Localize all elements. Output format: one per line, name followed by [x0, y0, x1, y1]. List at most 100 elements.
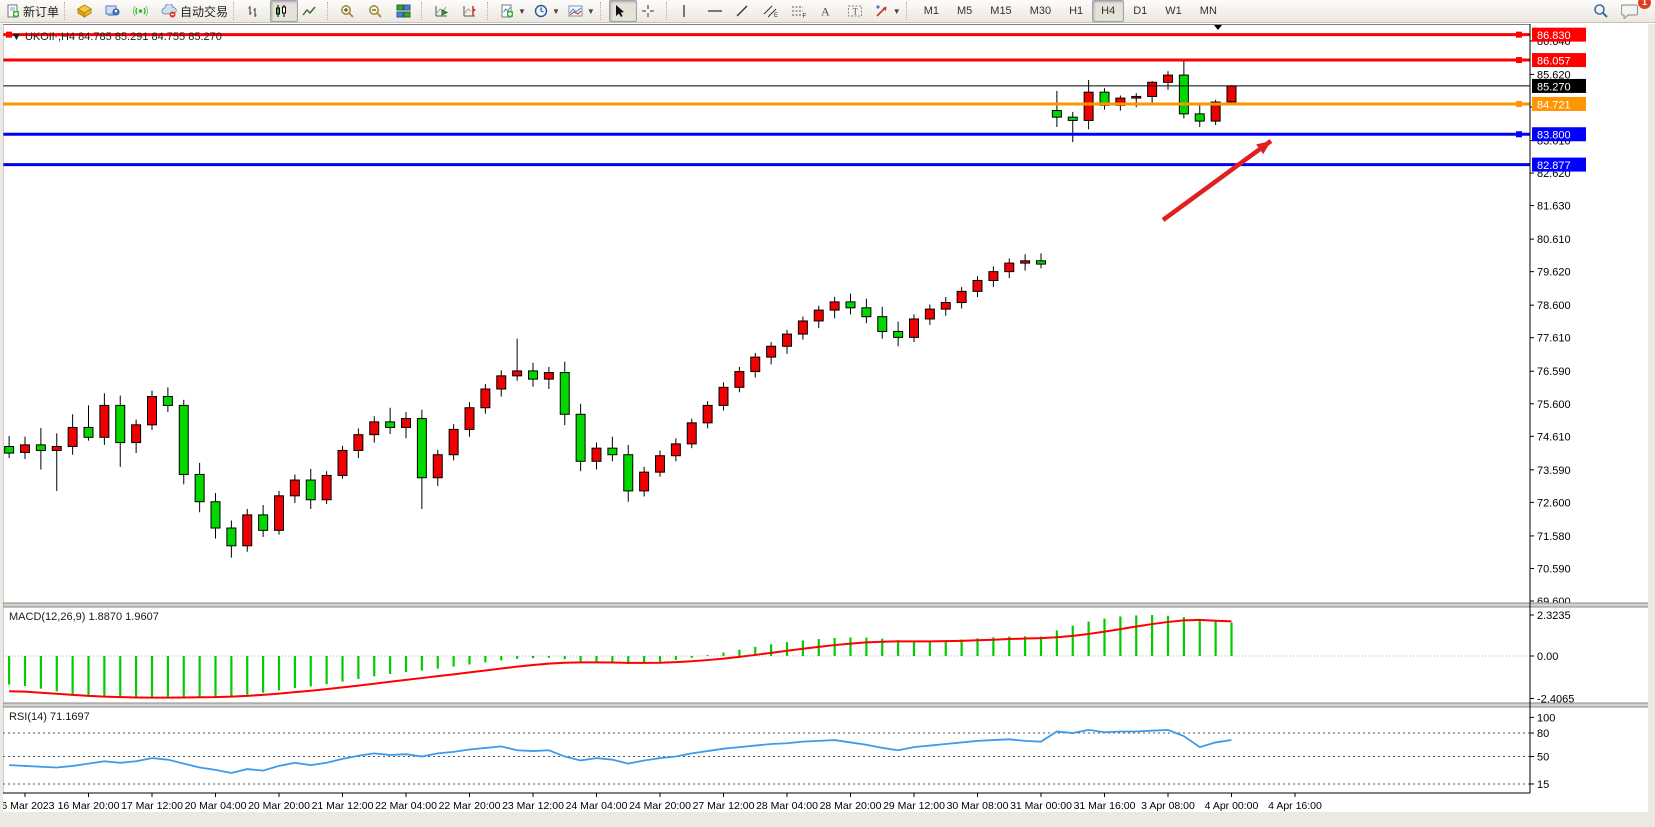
zoom-out-button[interactable] — [364, 0, 392, 22]
dropdown-arrow-icon[interactable]: ▼ — [518, 6, 526, 16]
candle-body-up — [972, 280, 983, 292]
tf-h4-button[interactable]: H4 — [1092, 0, 1125, 22]
tf-h1-button[interactable]: H1 — [1060, 0, 1092, 22]
support-line-1-right-handle[interactable] — [1516, 131, 1522, 138]
price-axis-label: 76.590 — [1537, 366, 1571, 378]
horizontal-line-button[interactable] — [703, 0, 731, 22]
add-indicator-button[interactable]: ▼ — [496, 0, 530, 22]
toolbar-group — [336, 0, 420, 22]
arrows-button[interactable]: ▼ — [871, 0, 905, 22]
zoom-in-button[interactable] — [336, 0, 364, 22]
macd-signal-line — [9, 618, 1232, 699]
candle-body-up — [99, 404, 110, 438]
signals-button[interactable] — [129, 0, 157, 22]
toolbar-group: M1 M5 M15 M30 H1 H4 D1 W1 MN — [915, 0, 1226, 22]
resistance-line-1-left-handle[interactable] — [6, 31, 12, 38]
toolbar: 新订单 自动交易 ▼ ▼ ▼ E F A T ▼ M1 M5 M15 M30 H1 H4 D1 W1 MN 1 — [0, 0, 1655, 23]
pivot-line-right-handle[interactable] — [1516, 100, 1522, 107]
tf-w1-button[interactable]: W1 — [1156, 0, 1191, 22]
candle-body-up — [797, 320, 808, 335]
auto-scroll-button[interactable] — [430, 0, 458, 22]
candle-body-up — [274, 495, 284, 531]
price-axis-label: 74.610 — [1537, 431, 1571, 443]
crosshair-button[interactable] — [637, 0, 665, 22]
candle-body-up — [512, 370, 523, 377]
cursor-icon — [613, 4, 626, 18]
time-axis-label: 20 Mar 04:00 — [185, 800, 247, 812]
price-axis-label: 72.600 — [1537, 497, 1571, 509]
label-button[interactable]: T — [843, 0, 871, 22]
panel-divider[interactable] — [3, 603, 1655, 607]
template-button[interactable]: ▼ — [564, 0, 599, 22]
gold-box-icon — [77, 4, 92, 18]
tf-m15-button[interactable]: M15 — [981, 0, 1020, 22]
search-button[interactable] — [1589, 0, 1617, 22]
support-line-2-price-label: 82.877 — [1537, 160, 1571, 172]
toolbar-group: ▼ ▼ ▼ — [496, 0, 599, 22]
toolbar-separator — [233, 2, 241, 20]
tf-d1-button[interactable]: D1 — [1124, 0, 1156, 22]
candle-body-up — [147, 396, 157, 426]
resistance-line-2-right-handle[interactable] — [1516, 57, 1522, 64]
trend-arrow[interactable] — [1161, 139, 1273, 222]
candle-body-up — [655, 455, 665, 473]
tile-windows-button[interactable] — [392, 0, 420, 22]
notifications-button[interactable]: 1 — [1617, 0, 1651, 22]
vertical-line-button[interactable] — [675, 0, 703, 22]
chart-shift-icon — [462, 4, 477, 18]
candle-body-down — [226, 527, 237, 547]
candle-body-up — [924, 308, 935, 320]
dropdown-arrow-icon[interactable]: ▼ — [892, 6, 901, 16]
panel-divider[interactable] — [3, 703, 1655, 707]
resistance-line-1-price-label-box — [1532, 27, 1586, 42]
new-order-button[interactable]: 新订单 — [2, 0, 63, 22]
tf-m5-button-label: M5 — [957, 5, 973, 17]
candles-view-button[interactable] — [270, 0, 299, 22]
fibonacci-button[interactable]: F — [787, 0, 815, 22]
candle-body-up — [702, 404, 713, 424]
cursor-button[interactable] — [608, 0, 637, 22]
candle-body-down — [575, 413, 586, 462]
price-axis-label: 79.620 — [1537, 267, 1571, 279]
support-line-2-price-label-box — [1532, 157, 1586, 172]
chart-canvas[interactable]: 86.64085.62084.63083.61082.62081.63080.6… — [3, 24, 1655, 812]
candle-body-up — [496, 375, 507, 390]
tf-mn-button[interactable]: MN — [1191, 0, 1226, 22]
new-order-button-label: 新订单 — [23, 4, 60, 19]
line-view-button[interactable] — [298, 0, 326, 22]
crosshair-icon — [641, 4, 655, 18]
bars-view-button[interactable] — [242, 0, 270, 22]
price-axis-label: 80.610 — [1537, 234, 1571, 246]
candle-body-up — [1004, 262, 1015, 273]
tf-m1-button[interactable]: M1 — [915, 0, 948, 22]
tile-windows-icon — [396, 4, 411, 18]
candle-body-up — [813, 309, 824, 322]
tf-d1-button-label: D1 — [1133, 5, 1148, 17]
candle-body-up — [131, 424, 142, 444]
bar-chart-icon — [246, 4, 260, 18]
channel-button[interactable]: E — [759, 0, 787, 22]
text-button[interactable]: A — [815, 0, 843, 22]
resistance-line-1-right-handle[interactable] — [1516, 31, 1522, 38]
market-watch-button[interactable] — [73, 0, 101, 22]
dropdown-arrow-icon[interactable]: ▼ — [586, 6, 595, 16]
time-axis-label: 22 Mar 04:00 — [375, 800, 437, 812]
tf-m5-button[interactable]: M5 — [948, 0, 981, 22]
period-button[interactable]: ▼ — [530, 0, 564, 22]
dropdown-arrow-icon[interactable]: ▼ — [551, 6, 560, 16]
toolbar-group: 新订单 — [2, 0, 63, 22]
tf-m30-button[interactable]: M30 — [1021, 0, 1060, 22]
navigator-button[interactable] — [101, 0, 129, 22]
trendline-button[interactable] — [731, 0, 759, 22]
svg-text:A: A — [821, 5, 830, 19]
candle-body-up — [464, 407, 475, 430]
pivot-line-price-label-box — [1532, 96, 1586, 111]
resistance-line-2-price-label: 86.057 — [1537, 56, 1571, 68]
text-a-icon: A — [819, 4, 831, 19]
time-axis-label: 16 Mar 2023 — [3, 800, 55, 812]
time-axis-label: 3 Apr 08:00 — [1141, 800, 1195, 812]
chart-shift-button[interactable] — [458, 0, 486, 22]
autotrading-button[interactable]: 自动交易 — [157, 0, 232, 22]
template-icon — [568, 4, 583, 18]
time-axis-label: 24 Mar 20:00 — [629, 800, 691, 812]
